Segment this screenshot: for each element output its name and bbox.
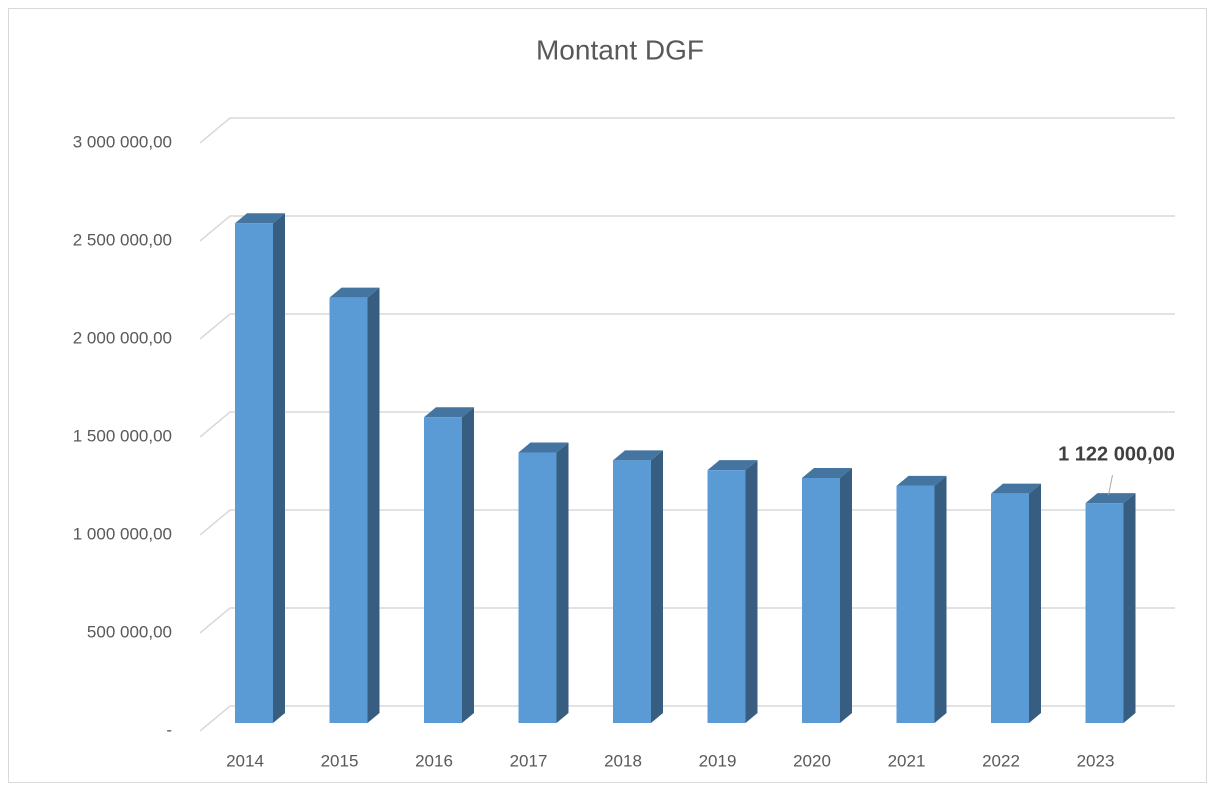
x-tick-label: 2021 [888, 751, 926, 770]
bar-side [745, 460, 758, 723]
bar-top [1085, 493, 1136, 504]
chart-title: Montant DGF [536, 34, 704, 65]
x-tick-label: 2019 [699, 751, 737, 770]
bar [707, 470, 746, 723]
bar-top [329, 287, 380, 298]
y-tick-label: 2 000 000,00 [73, 328, 172, 347]
x-tick-label: 2020 [793, 751, 831, 770]
y-tick-label: 2 500 000,00 [73, 230, 172, 249]
x-tick-label: 2018 [604, 751, 642, 770]
bar-top [518, 442, 569, 453]
data-label: 1 122 000,00 [1058, 443, 1175, 465]
bar-top [424, 407, 474, 418]
grid-line [199, 509, 1175, 536]
bar-top [613, 450, 663, 461]
x-tick-label: 2022 [982, 751, 1020, 770]
bar [1085, 503, 1124, 723]
y-tick-label: 1 000 000,00 [73, 524, 172, 543]
x-tick-label: 2023 [1077, 751, 1115, 770]
x-tick-label: 2014 [226, 751, 264, 770]
bar-top [991, 483, 1041, 494]
bar [802, 478, 840, 723]
x-tick-label: 2016 [415, 751, 453, 770]
bar-top [896, 475, 947, 486]
bar-side [367, 287, 380, 723]
bar [613, 460, 651, 723]
bar-side [273, 213, 285, 723]
bar [991, 493, 1029, 723]
bar-side [840, 468, 852, 723]
grid-line [199, 411, 1175, 438]
grid-line [199, 215, 1175, 242]
y-tick-label: 1 500 000,00 [73, 426, 172, 445]
label-leader [1108, 474, 1113, 496]
bar-side [934, 475, 947, 723]
bar [329, 297, 368, 723]
x-tick-label: 2017 [510, 751, 548, 770]
grid-line [199, 607, 1175, 634]
bar-side [651, 450, 663, 723]
y-tick-label: 3 000 000,00 [73, 132, 172, 151]
bar [424, 417, 462, 723]
grid-line [199, 705, 1175, 732]
x-tick-label: 2015 [321, 751, 359, 770]
y-tick-label: - [166, 720, 172, 739]
bar-side [1123, 493, 1136, 723]
bar-top [802, 468, 852, 478]
bar-side [556, 442, 569, 723]
bar-top [707, 460, 758, 471]
bar [896, 485, 935, 723]
grid-line [199, 117, 1175, 144]
bar-side [462, 407, 474, 723]
bar-side [1029, 483, 1041, 723]
bar [518, 452, 557, 723]
bar-top [235, 213, 285, 224]
y-tick-label: 500 000,00 [87, 622, 172, 641]
grid-line [199, 313, 1175, 340]
bar [235, 223, 273, 723]
